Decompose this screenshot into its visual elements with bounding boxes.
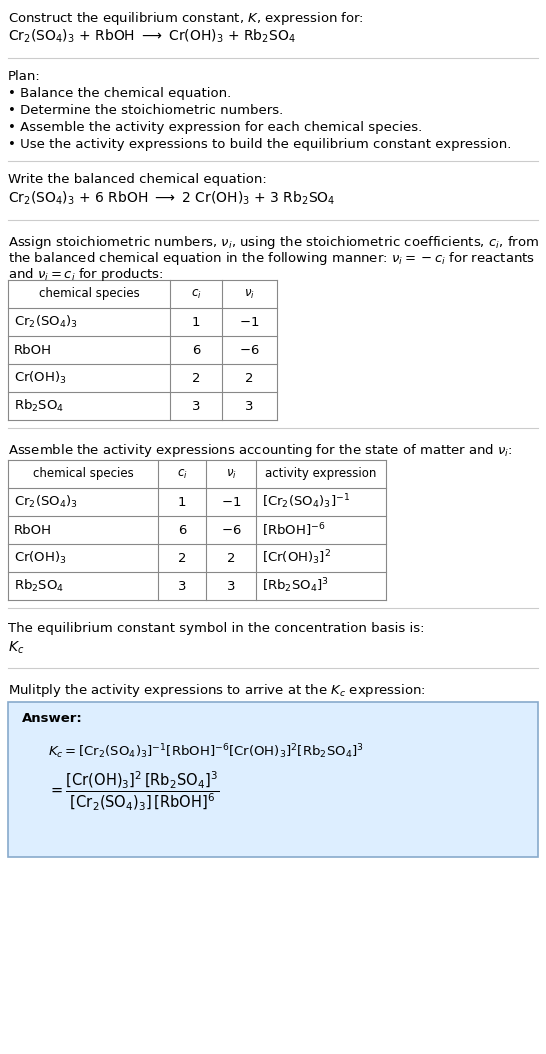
Text: 1: 1 [178,495,186,508]
Text: $-1$: $-1$ [221,495,241,508]
Text: $-6$: $-6$ [221,524,241,536]
Text: 2: 2 [178,551,186,565]
Text: $-6$: $-6$ [239,344,260,356]
Text: RbOH: RbOH [14,344,52,356]
Text: $\nu_i$: $\nu_i$ [225,468,236,481]
Text: $K_c$: $K_c$ [8,640,25,657]
Text: 2: 2 [192,371,200,385]
Text: $[\mathrm{Cr(OH)_3}]^{2}$: $[\mathrm{Cr(OH)_3}]^{2}$ [262,549,331,567]
Text: $\mathrm{Cr_2(SO_4)_3}$ + RbOH $\longrightarrow$ $\mathrm{Cr(OH)_3}$ + $\mathrm{: $\mathrm{Cr_2(SO_4)_3}$ + RbOH $\longrig… [8,28,296,45]
Text: $\mathrm{Rb_2SO_4}$: $\mathrm{Rb_2SO_4}$ [14,398,64,414]
Text: $[\mathrm{Cr_2(SO_4)_3}]^{-1}$: $[\mathrm{Cr_2(SO_4)_3}]^{-1}$ [262,492,350,511]
Text: chemical species: chemical species [33,468,133,481]
Text: $= \dfrac{[\mathrm{Cr(OH)_3}]^{2}\,[\mathrm{Rb_2SO_4}]^{3}}{[\mathrm{Cr_2(SO_4)_: $= \dfrac{[\mathrm{Cr(OH)_3}]^{2}\,[\mat… [48,770,219,814]
Text: $\mathrm{Rb_2SO_4}$: $\mathrm{Rb_2SO_4}$ [14,578,64,594]
Text: Plan:: Plan: [8,70,41,83]
Text: 6: 6 [178,524,186,536]
Text: 2: 2 [245,371,254,385]
Text: • Balance the chemical equation.: • Balance the chemical equation. [8,87,232,100]
Text: $\mathrm{Cr(OH)_3}$: $\mathrm{Cr(OH)_3}$ [14,550,67,566]
Text: 6: 6 [192,344,200,356]
Text: Construct the equilibrium constant, $K$, expression for:: Construct the equilibrium constant, $K$,… [8,9,364,27]
Text: • Assemble the activity expression for each chemical species.: • Assemble the activity expression for e… [8,121,422,134]
Text: activity expression: activity expression [265,468,377,481]
Text: 3: 3 [178,580,186,592]
Text: Assign stoichiometric numbers, $\nu_i$, using the stoichiometric coefficients, $: Assign stoichiometric numbers, $\nu_i$, … [8,234,539,251]
Text: $\mathrm{Cr_2(SO_4)_3}$: $\mathrm{Cr_2(SO_4)_3}$ [14,494,78,510]
Text: • Use the activity expressions to build the equilibrium constant expression.: • Use the activity expressions to build … [8,138,512,151]
Text: $-1$: $-1$ [239,315,260,329]
Text: $[\mathrm{Rb_2SO_4}]^{3}$: $[\mathrm{Rb_2SO_4}]^{3}$ [262,577,329,596]
Text: $\nu_i$: $\nu_i$ [244,288,255,300]
Text: $K_c = [\mathrm{Cr_2(SO_4)_3}]^{-1} [\mathrm{RbOH}]^{-6} [\mathrm{Cr(OH)_3}]^{2}: $K_c = [\mathrm{Cr_2(SO_4)_3}]^{-1} [\ma… [48,742,364,761]
Text: RbOH: RbOH [14,524,52,536]
Text: 3: 3 [227,580,235,592]
Text: Write the balanced chemical equation:: Write the balanced chemical equation: [8,173,267,186]
Text: $c_i$: $c_i$ [191,288,201,300]
Text: Mulitply the activity expressions to arrive at the $K_c$ expression:: Mulitply the activity expressions to arr… [8,682,426,699]
Text: chemical species: chemical species [39,288,139,300]
Text: the balanced chemical equation in the following manner: $\nu_i = -c_i$ for react: the balanced chemical equation in the fo… [8,250,535,267]
Text: 3: 3 [192,399,200,412]
Text: and $\nu_i = c_i$ for products:: and $\nu_i = c_i$ for products: [8,266,164,284]
Text: $[\mathrm{RbOH}]^{-6}$: $[\mathrm{RbOH}]^{-6}$ [262,522,325,539]
Text: The equilibrium constant symbol in the concentration basis is:: The equilibrium constant symbol in the c… [8,622,424,635]
Text: 2: 2 [227,551,235,565]
Text: 3: 3 [245,399,254,412]
Text: $\mathrm{Cr_2(SO_4)_3}$ + 6 RbOH $\longrightarrow$ 2 $\mathrm{Cr(OH)_3}$ + 3 $\m: $\mathrm{Cr_2(SO_4)_3}$ + 6 RbOH $\longr… [8,190,336,208]
Text: $\mathrm{Cr_2(SO_4)_3}$: $\mathrm{Cr_2(SO_4)_3}$ [14,314,78,330]
Text: $c_i$: $c_i$ [177,468,187,481]
Text: Assemble the activity expressions accounting for the state of matter and $\nu_i$: Assemble the activity expressions accoun… [8,442,513,458]
Text: • Determine the stoichiometric numbers.: • Determine the stoichiometric numbers. [8,104,283,117]
Text: 1: 1 [192,315,200,329]
FancyBboxPatch shape [8,702,538,857]
Text: Answer:: Answer: [22,713,83,725]
Text: $\mathrm{Cr(OH)_3}$: $\mathrm{Cr(OH)_3}$ [14,370,67,386]
